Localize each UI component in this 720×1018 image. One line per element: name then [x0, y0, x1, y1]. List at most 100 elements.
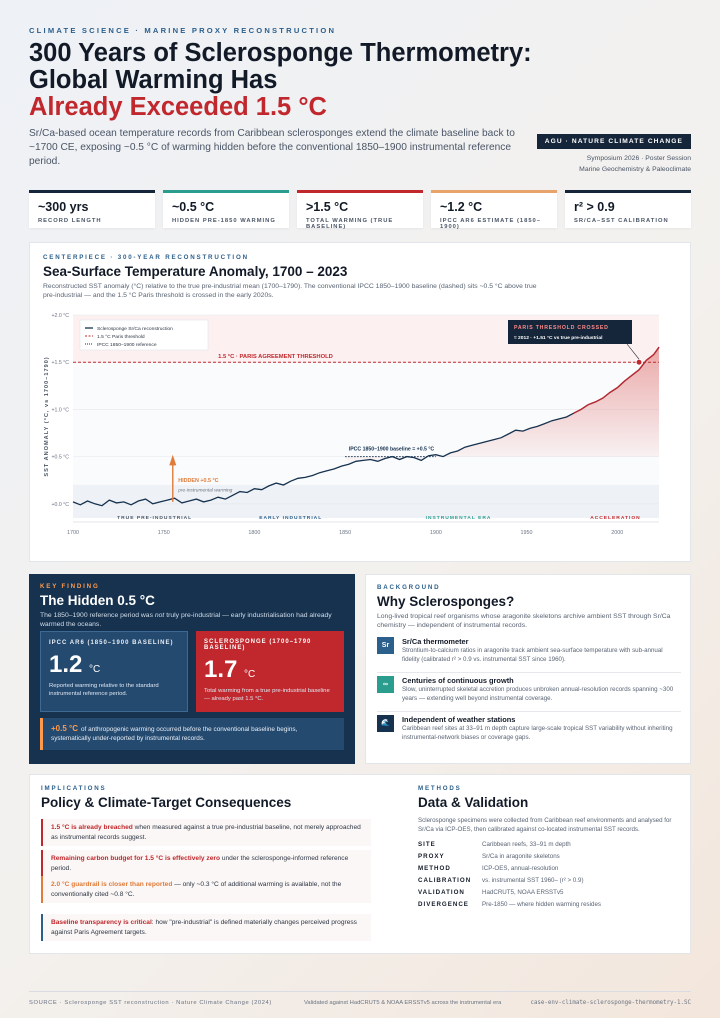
- implication-highlight: Remaining carbon budget for 1.5 °C is ef…: [51, 855, 220, 862]
- title-line-1: 300 Years of Sclerosponge Thermometry:: [29, 39, 532, 67]
- sst-series-line: [72, 346, 660, 507]
- stat-value: r² > 0.9: [574, 200, 615, 214]
- method-key: VALIDATION: [418, 889, 465, 896]
- stat-card: r² > 0.9 SR/CA–SST CALIBRATION: [565, 190, 691, 228]
- implication-item: 2.0 °C guardrail is closer than reported…: [41, 876, 371, 903]
- x-tick-label: 1850: [339, 530, 351, 536]
- background-item-desc: Slow, uninterrupted skeletal accretion p…: [402, 686, 674, 702]
- chart-title: Sea-Surface Temperature Anomaly, 1700 – …: [43, 264, 348, 279]
- method-key: CALIBRATION: [418, 877, 472, 884]
- implications-methods-panel: IMPLICATIONS Policy & Climate-Target Con…: [29, 774, 691, 954]
- note-value: +0.5 °C: [51, 724, 78, 733]
- paris-label: 1.5 °C · PARIS AGREEMENT THRESHOLD: [218, 354, 333, 360]
- ipcc-box: IPCC AR6 (1850–1900 BASELINE) 1.2 °C Rep…: [40, 631, 188, 712]
- ipcc-box-desc: Reported warming relative to the standar…: [49, 683, 159, 697]
- footer-validated: Validated against HadCRUT5 & NOAA ERSSTv…: [304, 1000, 502, 1006]
- chart-subtitle: Reconstructed SST anomaly (°C) relative …: [43, 283, 537, 299]
- title-line-3: Already Exceeded 1.5 °C: [29, 93, 327, 121]
- y-tick-label: +0.0 °C: [51, 502, 69, 508]
- background-item: 🌊 Independent of weather stations Caribb…: [377, 715, 681, 752]
- venue-block: AGU · NATURE CLIMATE CHANGE Symposium 20…: [536, 130, 691, 174]
- chart-eyebrow: CENTERPIECE · 300-YEAR RECONSTRUCTION: [43, 254, 249, 261]
- background-panel: BACKGROUND Why Sclerosponges? Long-lived…: [365, 574, 691, 764]
- stat-value: >1.5 °C: [306, 200, 349, 214]
- legend-item: IPCC 1850–1900 reference: [97, 342, 157, 348]
- kf-sub-b: truly pre-industrial — early industriali…: [40, 612, 332, 628]
- methods-intro: Sclerosponge specimens were collected fr…: [418, 817, 672, 833]
- sclerosponge-unit: °C: [244, 669, 256, 680]
- y-tick-label: +1.0 °C: [51, 407, 69, 413]
- stat-value: ~1.2 °C: [440, 200, 483, 214]
- sst-chart: +0.0 °C +0.5 °C +1.0 °C +1.5 °C +2.0 °C 1700 1…: [44, 313, 660, 536]
- kf-sub-em: not: [154, 612, 165, 619]
- ipcc-value: 1.2: [49, 651, 83, 678]
- venue-line-2: Marine Geochemistry & Paleoclimate: [579, 166, 691, 173]
- era-label: TRUE PRE-INDUSTRIAL: [117, 515, 192, 521]
- method-value: Caribbean reefs, 33–91 m depth: [482, 841, 571, 848]
- implications-title: Policy & Climate-Target Consequences: [41, 795, 292, 810]
- crossing-marker: [635, 358, 643, 366]
- methods-eyebrow: METHODS: [418, 785, 462, 792]
- footer-id: case-env-climate-sclerosponge-thermometr…: [530, 1000, 691, 1006]
- implication-text: under the sclerosponge-informed referenc…: [51, 855, 349, 872]
- bg-title: Why Sclerosponges?: [377, 594, 515, 609]
- kf-subtitle: The 1850–1900 reference period was not t…: [40, 611, 340, 629]
- stat-label: SR/CA–SST CALIBRATION: [574, 218, 669, 224]
- method-value: vs. instrumental SST 1960– (r² > 0.9): [482, 877, 584, 884]
- implications-eyebrow: IMPLICATIONS: [41, 785, 107, 792]
- warming-area: [345, 347, 659, 465]
- callout-leader: [626, 343, 640, 360]
- sclerosponge-value: 1.7: [204, 656, 238, 683]
- background-item-desc: Caribbean reef sites at 33–91 m depth ca…: [402, 725, 673, 741]
- x-tick-label: 2000: [611, 530, 623, 536]
- y-tick-label: +2.0 °C: [51, 313, 69, 319]
- background-item-title: Centuries of continuous growth: [402, 676, 514, 685]
- stat-label: RECORD LENGTH: [38, 218, 102, 224]
- stats-row: ~300 yrs RECORD LENGTH ~0.5 °C HIDDEN PRE-…: [29, 190, 691, 230]
- stat-label: IPCC AR6 ESTIMATE (1850–1900): [440, 218, 541, 230]
- implication-text: — only ~0.3 °C of additional warming is …: [51, 881, 342, 898]
- era-label: EARLY INDUSTRIAL: [259, 515, 322, 521]
- era-label: INSTRUMENTAL ERA: [426, 515, 492, 521]
- x-tick-label: 1800: [248, 530, 260, 536]
- divider: [377, 711, 681, 712]
- footer-source: SOURCE · Sclerosponge SST reconstruction…: [29, 1000, 272, 1006]
- kf-title: The Hidden 0.5 °C: [40, 593, 155, 608]
- ipcc-box-value: 1.2 °C: [49, 651, 179, 679]
- sclerosponge-box-label: SCLEROSPONGE (1700–1790 BASELINE): [204, 639, 312, 651]
- method-value: ICP-OES, annual-resolution: [482, 865, 559, 872]
- footer-divider: [29, 991, 691, 992]
- legend-item: Sclerosponge Sr/Ca reconstruction: [97, 326, 173, 332]
- method-key: PROXY: [418, 853, 445, 860]
- wave-icon: 🌊: [377, 715, 394, 732]
- stat-value: ~0.5 °C: [172, 200, 215, 214]
- sr-icon: Sr: [377, 637, 394, 654]
- method-key: METHOD: [418, 865, 451, 872]
- chart-header: CENTERPIECE · 300-YEAR RECONSTRUCTION Se…: [43, 254, 543, 300]
- ipcc-box-label: IPCC AR6 (1850–1900 BASELINE): [49, 640, 174, 646]
- background-item-title: Independent of weather stations: [402, 715, 516, 724]
- background-item: ∞ Centuries of continuous growth Slow, u…: [377, 676, 681, 713]
- kf-sub-a: The 1850–1900 reference period was: [40, 612, 155, 619]
- venue-badge: AGU · NATURE CLIMATE CHANGE: [536, 134, 691, 149]
- x-tick-label: 1950: [521, 530, 533, 536]
- background-item: Sr Sr/Ca thermometer Strontium-to-calciu…: [377, 637, 681, 674]
- method-key: DIVERGENCE: [418, 901, 469, 908]
- ipcc-label: IPCC 1850–1900 baseline = +0.5 °C: [349, 447, 435, 453]
- sclerosponge-box-value: 1.7 °C: [204, 656, 336, 684]
- legend-item: 1.5 °C Paris threshold: [97, 334, 145, 340]
- stat-label: TOTAL WARMING (TRUE BASELINE): [306, 218, 394, 230]
- implication-highlight: 2.0 °C guardrail is closer than reported: [51, 881, 173, 888]
- callout-box: [508, 320, 632, 344]
- method-value: Pre-1850 — where hidden warming resides: [482, 901, 601, 908]
- implication-item: Baseline transparency is critical: how "…: [41, 914, 371, 941]
- stat-card: ~1.2 °C IPCC AR6 ESTIMATE (1850–1900): [431, 190, 557, 230]
- page-title: 300 Years of Sclerosponge Thermometry: G…: [29, 40, 589, 121]
- stat-value: ~300 yrs: [38, 200, 89, 214]
- venue-line-1: Symposium 2026 · Poster Session: [586, 155, 691, 162]
- eyebrow: CLIMATE SCIENCE · MARINE PROXY RECONSTRU…: [29, 26, 337, 35]
- implication-item: Remaining carbon budget for 1.5 °C is ef…: [41, 850, 371, 877]
- y-tick-label: +0.5 °C: [51, 455, 69, 461]
- infinity-icon: ∞: [377, 676, 394, 693]
- hidden-sublabel: pre-instrumental warming: [177, 488, 232, 494]
